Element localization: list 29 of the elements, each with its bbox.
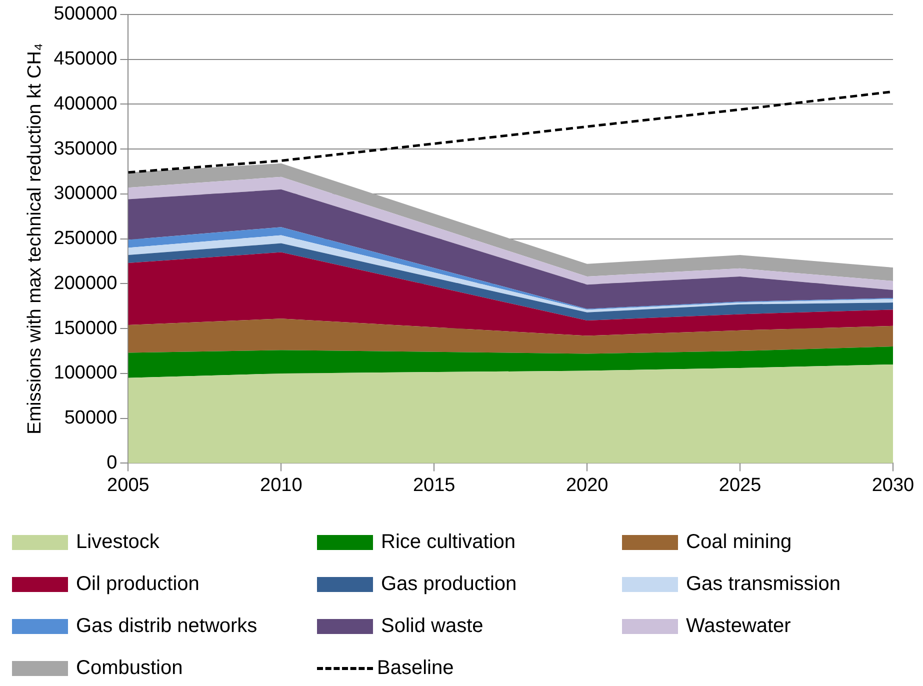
legend-label: Coal mining <box>686 530 792 554</box>
y-tick-label: 450000 <box>54 48 118 70</box>
x-tick-label: 2015 <box>412 474 456 496</box>
y-axis-title: Emissions with max technical reduction kt CH₄ <box>24 43 46 434</box>
x-tick-label: 2010 <box>260 474 302 496</box>
y-tick-label: 350000 <box>54 138 118 160</box>
legend-label: Rice cultivation <box>381 530 516 554</box>
x-tick-label: 2030 <box>872 474 914 496</box>
legend-label: Solid waste <box>381 614 484 638</box>
legend-label: Baseline <box>377 656 454 680</box>
y-tick-label: 300000 <box>54 183 118 204</box>
y-tick-label: 0 <box>106 452 118 474</box>
y-tick-label: 400000 <box>54 93 118 114</box>
y-tick-label: 100000 <box>54 362 118 384</box>
legend-label: Wastewater <box>686 614 791 638</box>
y-tick-label: 250000 <box>54 228 118 250</box>
x-tick-label: 2025 <box>718 474 762 496</box>
legend-label: Combustion <box>76 656 183 680</box>
y-tick-label: 500000 <box>54 4 118 25</box>
legend-label: Gas production <box>381 572 517 596</box>
x-tick-label: 2005 <box>107 474 150 496</box>
x-tick-label: 2020 <box>566 474 608 496</box>
y-tick-label: 50000 <box>64 408 118 429</box>
legend-label: Oil production <box>76 572 200 596</box>
y-tick-label: 150000 <box>54 318 118 339</box>
legend-label: Livestock <box>76 530 160 554</box>
legend-label: Gas distrib networks <box>76 614 258 638</box>
legend-label: Gas transmission <box>686 572 840 596</box>
y-tick-label: 200000 <box>54 272 118 294</box>
